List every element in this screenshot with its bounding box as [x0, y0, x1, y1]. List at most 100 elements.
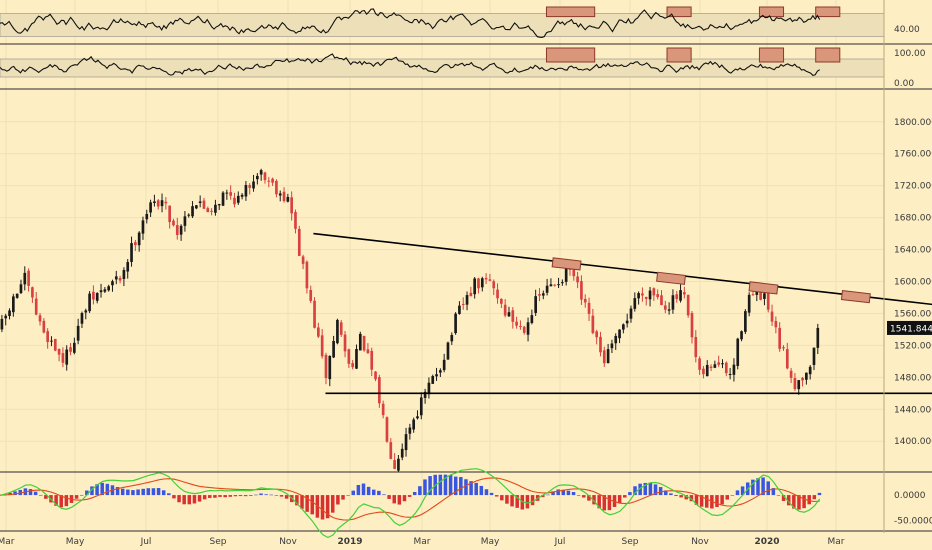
- macd-histogram-bar: [341, 495, 345, 500]
- candle: [217, 204, 221, 206]
- macd-histogram-bar: [689, 495, 694, 502]
- candle: [622, 324, 625, 330]
- price-y-tick: 1520.0000: [894, 341, 932, 351]
- candle: [286, 196, 290, 202]
- macd-histogram-bar: [74, 495, 79, 499]
- macd-histogram-bar: [141, 488, 145, 496]
- candle: [248, 185, 252, 188]
- candle: [766, 291, 770, 310]
- candle: [732, 364, 736, 375]
- candle: [46, 331, 49, 343]
- candle: [492, 281, 496, 289]
- highlight-box[interactable]: [758, 47, 785, 63]
- price-pane[interactable]: [0, 168, 932, 472]
- macd-histogram-bar: [356, 484, 361, 496]
- candle: [275, 180, 278, 195]
- highlight-box[interactable]: [551, 257, 582, 271]
- highlight-box[interactable]: [666, 47, 692, 63]
- macd-histogram-bar: [510, 495, 514, 507]
- candle: [252, 181, 255, 189]
- candle: [88, 293, 91, 312]
- candle: [92, 291, 95, 300]
- x-axis-label: 2020: [754, 537, 779, 547]
- macd-histogram-bar: [325, 495, 330, 519]
- candle: [709, 366, 713, 369]
- candle: [465, 295, 469, 305]
- macd-histogram-bar: [735, 490, 740, 496]
- highlight-box[interactable]: [815, 47, 841, 63]
- last-price-label: 1541.8442: [890, 324, 932, 334]
- macd-histogram-bar: [443, 474, 448, 496]
- candle: [488, 279, 492, 281]
- macd-histogram-bar: [44, 495, 48, 499]
- highlight-box[interactable]: [758, 6, 785, 18]
- candle: [770, 311, 774, 322]
- candle: [782, 347, 785, 349]
- candle: [206, 208, 210, 213]
- candle: [114, 276, 118, 280]
- macd-histogram-bar: [725, 495, 729, 500]
- macd-histogram-bar: [377, 490, 381, 496]
- macd-histogram-bar: [494, 495, 499, 497]
- candle: [15, 293, 19, 298]
- oscillator-1-pane[interactable]: [0, 6, 932, 45]
- macd-histogram-bar: [346, 495, 350, 496]
- macd-histogram-bar: [59, 495, 63, 508]
- highlight-box[interactable]: [840, 290, 871, 304]
- macd-histogram-bar: [664, 490, 668, 496]
- macd-histogram-bar: [489, 492, 494, 496]
- macd-histogram-bar: [269, 494, 274, 496]
- highlight-box[interactable]: [666, 6, 692, 18]
- macd-histogram-bar: [90, 486, 94, 496]
- price-y-tick: 1480.0000: [894, 373, 932, 383]
- candle: [496, 289, 499, 299]
- candle: [557, 284, 560, 286]
- macd-histogram-bar: [151, 488, 156, 496]
- macd-pane[interactable]: [0, 468, 932, 539]
- macd-histogram-bar: [607, 495, 612, 511]
- candle: [153, 201, 156, 204]
- candle: [583, 298, 587, 303]
- macd-histogram-bar: [715, 495, 719, 508]
- last-price-badge: [887, 320, 932, 335]
- candle: [458, 305, 461, 314]
- candle: [320, 335, 324, 357]
- macd-histogram-bar: [694, 495, 699, 505]
- macd-histogram-bar: [474, 482, 478, 496]
- candle: [442, 359, 446, 371]
- highlight-box[interactable]: [815, 6, 841, 18]
- x-axis-label: May: [66, 537, 85, 547]
- candle: [713, 364, 717, 368]
- oscillator-2-pane[interactable]: [0, 47, 932, 90]
- highlight-box[interactable]: [656, 271, 687, 285]
- macd-histogram-bar: [243, 495, 248, 497]
- macd-histogram-bar: [146, 488, 151, 496]
- oscillator-1-line: [0, 8, 821, 38]
- candle: [27, 270, 30, 286]
- candle: [500, 298, 503, 304]
- macd-histogram-bar: [161, 490, 166, 496]
- macd-histogram-bar: [505, 495, 509, 504]
- candle: [637, 293, 640, 299]
- candle: [633, 298, 637, 309]
- macd-histogram-bar: [438, 474, 443, 496]
- macd-histogram-bar: [776, 495, 781, 496]
- macd-histogram-bar: [382, 494, 386, 496]
- candle: [747, 294, 751, 313]
- highlight-box[interactable]: [545, 6, 596, 18]
- candle: [301, 256, 305, 264]
- candle: [793, 378, 797, 390]
- price-y-tick: 1400.0000: [894, 437, 932, 447]
- macd-histogram-bar: [131, 490, 135, 496]
- candle: [103, 289, 107, 292]
- macd-histogram-bar: [120, 488, 125, 496]
- macd-y-tick: -50.0000: [894, 517, 932, 527]
- highlight-box[interactable]: [748, 281, 779, 295]
- price-y-tick: 1640.0000: [894, 246, 932, 256]
- candle: [210, 210, 213, 212]
- highlight-box[interactable]: [545, 47, 596, 63]
- candle: [446, 342, 450, 360]
- x-axis-label: Sep: [210, 537, 227, 547]
- macd-histogram-bar: [546, 494, 550, 496]
